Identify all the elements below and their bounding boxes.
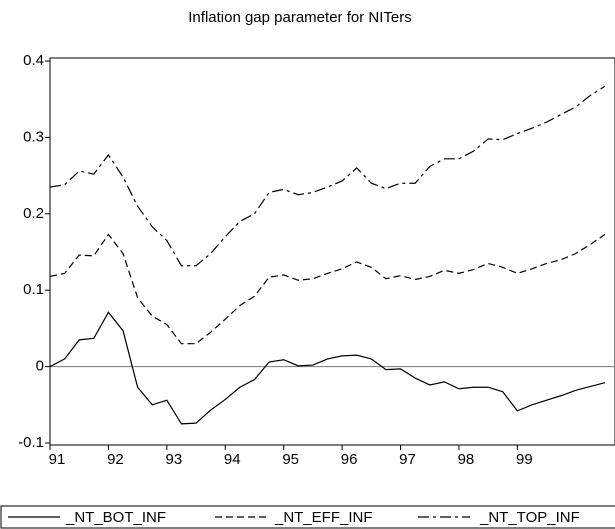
y-tick-label: 0 (36, 358, 44, 375)
series-line (49, 311, 606, 425)
legend-label: _NT_EFF_INF (274, 509, 373, 526)
y-tick-label: 0.2 (23, 205, 44, 222)
x-tick-label: 91 (49, 451, 66, 468)
legend-box (0, 505, 615, 529)
x-tick-label: 99 (516, 451, 533, 468)
chart-title: Inflation gap parameter for NITers (188, 9, 411, 26)
legend-label: _NT_TOP_INF (479, 509, 580, 526)
series-line (49, 85, 606, 267)
x-tick-label: 96 (341, 451, 358, 468)
series-line (49, 233, 606, 345)
x-tick-label: 93 (165, 451, 182, 468)
y-tick-label: 0.3 (23, 128, 44, 145)
y-tick-label: -0.1 (18, 434, 44, 451)
x-tick-label: 95 (282, 451, 299, 468)
x-tick-label: 92 (107, 451, 124, 468)
y-tick-label: 0.4 (23, 52, 44, 69)
x-tick-label: 98 (458, 451, 475, 468)
legend-label: _NT_BOT_INF (65, 509, 166, 526)
y-tick-label: 0.1 (23, 281, 44, 298)
x-tick-label: 97 (399, 451, 416, 468)
x-tick-label: 94 (224, 451, 241, 468)
plot-frame (49, 57, 615, 446)
